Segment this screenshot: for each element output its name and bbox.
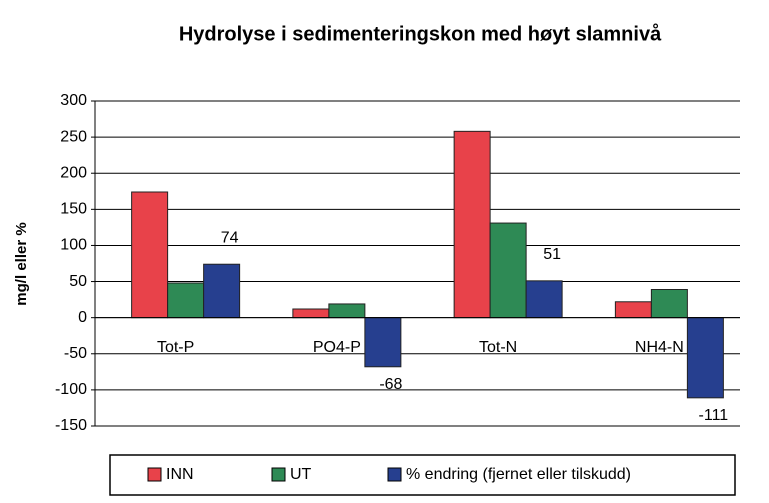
y-axis-label: mg/l eller %: [13, 222, 30, 305]
y-tick-label: -100: [55, 381, 87, 398]
x-tick-label: Tot-N: [479, 339, 517, 356]
legend-label: % endring (fjernet eller tilskudd): [406, 466, 631, 483]
legend-swatch: [147, 467, 162, 482]
bar: [203, 263, 241, 319]
y-tick-label: 300: [60, 92, 87, 109]
bar: [167, 282, 205, 319]
bar: [364, 317, 402, 368]
bar: [131, 191, 169, 319]
bar: [614, 301, 652, 319]
y-tick-label: -50: [64, 345, 87, 362]
bar: [650, 289, 688, 319]
y-tick-label: 200: [60, 164, 87, 181]
bar: [686, 317, 724, 399]
data-label: -111: [699, 407, 729, 424]
legend-swatch: [271, 467, 286, 482]
data-label: -68: [379, 376, 402, 393]
data-label: 74: [221, 229, 239, 246]
y-tick-label: 250: [60, 128, 87, 145]
x-tick-label: Tot-P: [157, 339, 194, 356]
bar: [292, 308, 330, 319]
y-tick-label: 50: [69, 273, 87, 290]
bar: [489, 222, 527, 319]
y-tick-label: 0: [78, 309, 87, 326]
chart-title: Hydrolyse i sedimenteringskon med høyt s…: [179, 22, 662, 45]
y-tick-label: -150: [55, 417, 87, 434]
y-tick-label: 150: [60, 201, 87, 218]
legend-label: INN: [166, 466, 194, 483]
bar: [328, 303, 366, 319]
legend-box: [109, 454, 736, 496]
bar: [453, 130, 491, 319]
legend-label: UT: [290, 466, 312, 483]
legend-swatch: [387, 467, 402, 482]
bar: [525, 280, 563, 319]
x-tick-label: PO4-P: [313, 339, 361, 356]
data-label: 51: [543, 246, 561, 263]
y-tick-label: 100: [60, 237, 87, 254]
x-tick-label: NH4-N: [635, 339, 684, 356]
